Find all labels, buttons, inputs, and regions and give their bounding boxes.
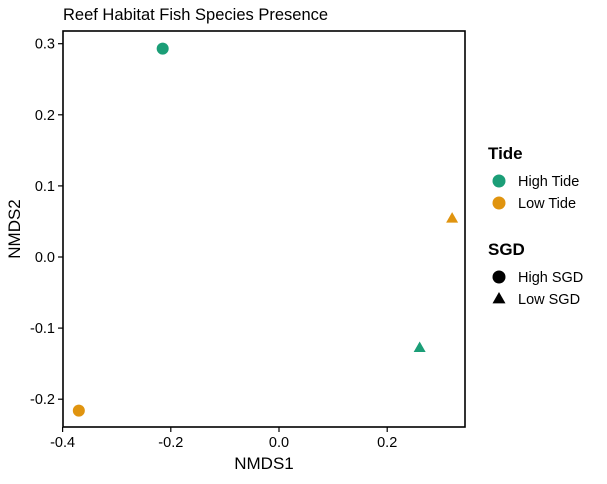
legend: Tide High Tide Low Tide SGD High SGD Low SGD — [488, 144, 583, 308]
legend-title: SGD — [488, 240, 525, 259]
legend-key — [492, 174, 506, 188]
y-axis-label: NMDS2 — [5, 199, 24, 259]
x-tick-label: -0.4 — [50, 435, 75, 451]
legend-item-label: High Tide — [518, 174, 579, 190]
x-tick-label: 0.2 — [377, 435, 397, 451]
y-axis: -0.2 -0.1 0.0 0.1 0.2 0.3 — [30, 37, 63, 408]
y-tick-label: 0.1 — [35, 179, 55, 195]
data-point — [72, 404, 85, 417]
y-tick-label: 0.2 — [35, 108, 55, 124]
data-point — [413, 341, 426, 352]
legend-key — [492, 270, 506, 284]
x-axis: -0.4 -0.2 0.0 0.2 — [50, 427, 397, 451]
legend-title: Tide — [488, 144, 523, 163]
x-tick-label: -0.2 — [158, 435, 183, 451]
y-tick-label: -0.2 — [30, 392, 55, 408]
y-tick-label: 0.3 — [35, 37, 55, 53]
legend-item-label: High SGD — [518, 270, 583, 286]
chart-title: Reef Habitat Fish Species Presence — [63, 6, 328, 24]
data-point — [446, 212, 459, 223]
legend-item-label: Low Tide — [518, 196, 576, 212]
legend-group-sgd: SGD High SGD Low SGD — [488, 240, 583, 308]
data-point — [156, 42, 169, 55]
legend-group-tide: Tide High Tide Low Tide — [488, 144, 579, 212]
y-tick-label: -0.1 — [30, 321, 55, 337]
x-axis-label: NMDS1 — [234, 454, 294, 473]
data-points — [72, 42, 459, 417]
x-tick-label: 0.0 — [269, 435, 289, 451]
legend-key — [492, 291, 506, 304]
plot-panel-border — [62, 30, 466, 428]
legend-item-label: Low SGD — [518, 292, 580, 308]
y-tick-label: 0.0 — [35, 250, 55, 266]
legend-key — [492, 196, 506, 210]
